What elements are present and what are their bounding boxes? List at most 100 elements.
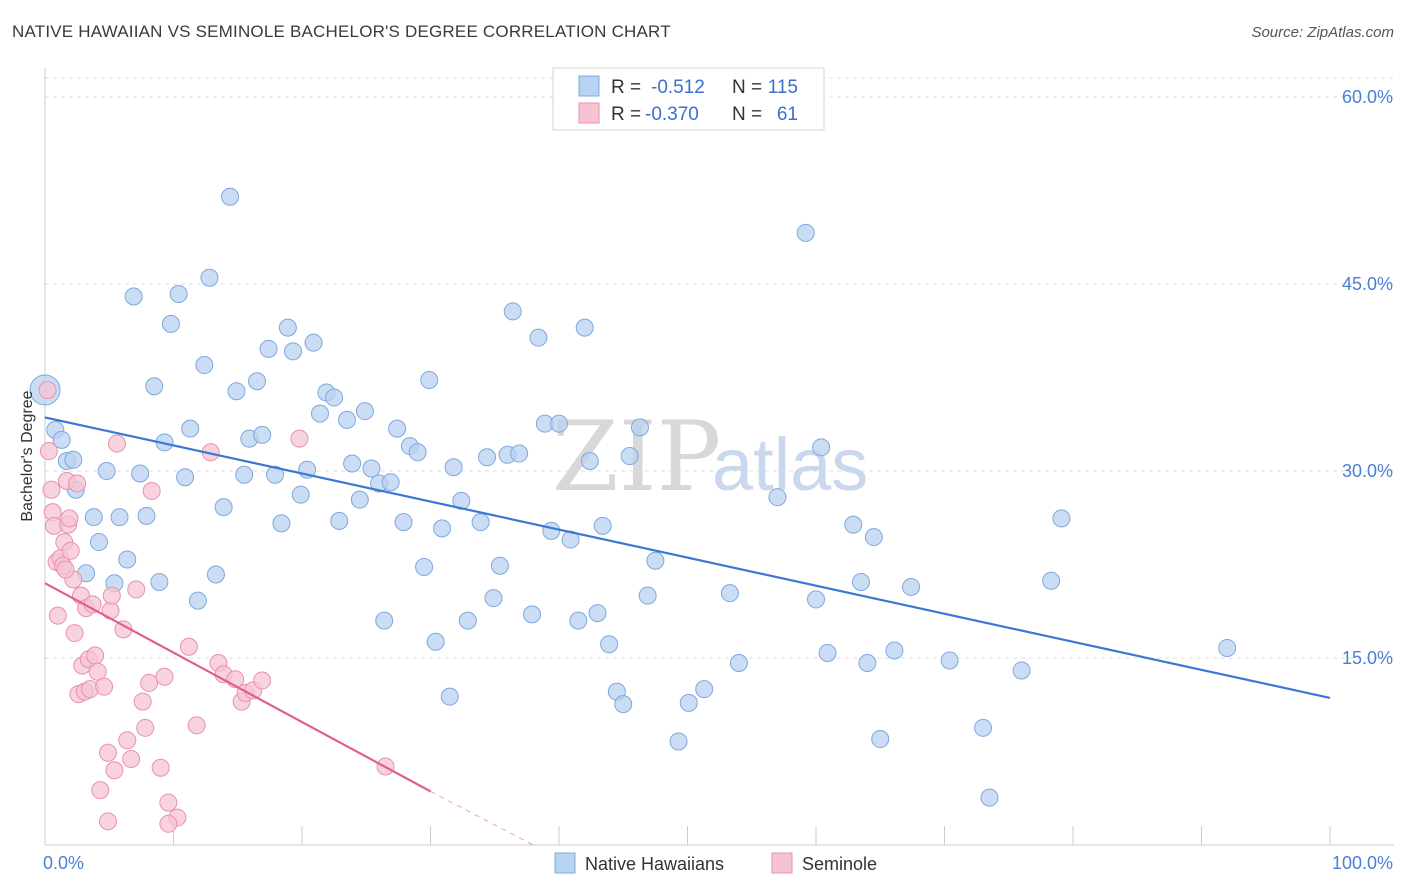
native-hawaiians-point-104 (864, 528, 883, 547)
native-hawaiians-point-96 (768, 488, 787, 507)
legend-n-value-1: 115 (768, 77, 798, 98)
series-swatch-seminole (771, 852, 793, 874)
chart-title: NATIVE HAWAIIAN VS SEMINOLE BACHELOR'S D… (12, 22, 671, 41)
seminole-point-0 (38, 380, 57, 399)
y-tick-label-1: 30.0% (1342, 461, 1393, 481)
y-tick-labels: 15.0% 30.0% 45.0% 60.0% (1342, 87, 1393, 668)
native-hawaiians-point-30 (235, 465, 254, 484)
native-hawaiians-point-58 (415, 557, 434, 576)
native-hawaiians-point-42 (310, 404, 329, 423)
native-hawaiians-point-103 (858, 653, 877, 672)
native-hawaiians-point-93 (695, 680, 714, 699)
seminole-point-33 (107, 434, 126, 453)
legend-r-value-2: -0.370 (645, 104, 699, 125)
native-hawaiians-point-113 (1052, 509, 1071, 528)
seminole-point-24 (83, 595, 102, 614)
native-hawaiians-point-84 (600, 635, 619, 654)
seminole-point-60 (155, 667, 174, 686)
native-hawaiians-point-14 (131, 464, 150, 483)
native-hawaiians-point-53 (381, 473, 400, 492)
seminole-point-57 (159, 814, 178, 833)
seminole-point-27 (91, 781, 110, 800)
seminole-point-45 (179, 637, 198, 656)
trend-native-hawaiians (44, 416, 1331, 699)
native-hawaiians-point-64 (452, 491, 471, 510)
native-hawaiians-point-32 (248, 372, 267, 391)
native-hawaiians-point-97 (796, 223, 815, 242)
native-hawaiians-point-81 (580, 452, 599, 471)
seminole-points (38, 380, 395, 833)
native-hawaiians-point-69 (490, 556, 509, 575)
native-hawaiians-point-25 (200, 268, 219, 287)
native-hawaiians-point-106 (885, 641, 904, 660)
native-hawaiians-point-37 (278, 318, 297, 337)
seminole-point-28 (95, 677, 114, 696)
series-label-seminole: Seminole (802, 854, 877, 874)
native-hawaiians-point-66 (471, 513, 490, 532)
native-hawaiians-point-95 (729, 653, 748, 672)
native-hawaiians-point-87 (620, 447, 639, 466)
native-hawaiians-point-89 (638, 586, 657, 605)
legend-r-label-1: R = (611, 77, 641, 98)
native-hawaiians-point-77 (550, 414, 568, 433)
native-hawaiians-point-109 (974, 718, 993, 737)
seminole-point-36 (122, 749, 141, 768)
seminole-point-37 (127, 580, 146, 599)
y-tick-label-2: 45.0% (1342, 274, 1393, 294)
seminole-point-43 (159, 793, 178, 812)
y-tick-label-0: 15.0% (1342, 648, 1393, 668)
x-tick-label-1: 100.0% (1332, 853, 1393, 873)
native-hawaiians-point-99 (812, 438, 831, 457)
watermark: ZIP atlas (552, 401, 868, 513)
native-hawaiians-point-49 (355, 402, 374, 421)
native-hawaiians-point-57 (408, 443, 427, 462)
x-tick-label-0: 0.0% (43, 853, 84, 873)
trend-lines (44, 416, 1331, 846)
native-hawaiians-point-34 (259, 339, 278, 358)
legend-n-label-1: N = (732, 77, 762, 98)
seminole-point-15 (65, 624, 84, 643)
seminole-point-38 (133, 692, 152, 711)
native-hawaiians-point-102 (851, 572, 870, 591)
series-legend: Native Hawaiians Seminole (554, 852, 877, 874)
seminole-point-59 (56, 560, 75, 579)
native-hawaiians-point-68 (484, 589, 503, 608)
seminole-point-6 (48, 606, 67, 625)
native-hawaiians-point-94 (720, 584, 739, 603)
legend-n-label-2: N = (732, 104, 762, 125)
native-hawaiians-point-19 (161, 314, 180, 333)
native-hawaiians-point-4 (64, 450, 83, 469)
native-hawaiians-point-71 (503, 302, 522, 321)
seminole-point-32 (105, 761, 124, 780)
native-hawaiians-point-13 (124, 287, 143, 306)
native-hawaiians-point-110 (980, 788, 999, 807)
native-hawaiians-point-48 (350, 490, 369, 509)
y-axis-title: Bachelor's Degree (19, 390, 36, 521)
native-hawaiians-point-80 (575, 318, 594, 337)
native-hawaiians-point-59 (420, 370, 439, 389)
native-hawaiians-point-8 (89, 533, 108, 552)
native-hawaiians-point-65 (458, 611, 477, 630)
native-hawaiians-point-90 (646, 551, 665, 570)
native-hawaiians-point-76 (542, 521, 561, 540)
seminole-point-42 (151, 758, 170, 777)
seminole-point-1 (39, 442, 58, 461)
legend-swatch-pink (578, 102, 600, 124)
native-hawaiians-point-35 (266, 465, 285, 484)
native-hawaiians-point-112 (1042, 571, 1061, 590)
seminole-point-25 (86, 646, 105, 665)
native-hawaiians-point-21 (176, 468, 195, 487)
native-hawaiians-point-67 (478, 448, 497, 467)
native-hawaiians-point-11 (110, 508, 129, 527)
native-hawaiians-point-88 (630, 418, 649, 437)
seminole-point-58 (98, 812, 117, 831)
source-label: Source: ZipAtlas.com (1251, 24, 1394, 41)
native-hawaiians-point-108 (940, 651, 959, 670)
seminole-point-46 (187, 716, 206, 735)
series-swatch-native-hawaiians (554, 852, 576, 874)
native-hawaiians-point-16 (145, 377, 164, 396)
native-hawaiians-point-36 (272, 514, 291, 533)
native-hawaiians-point-60 (426, 632, 445, 651)
watermark-atlas: atlas (712, 423, 868, 506)
native-hawaiians-point-82 (588, 604, 607, 623)
